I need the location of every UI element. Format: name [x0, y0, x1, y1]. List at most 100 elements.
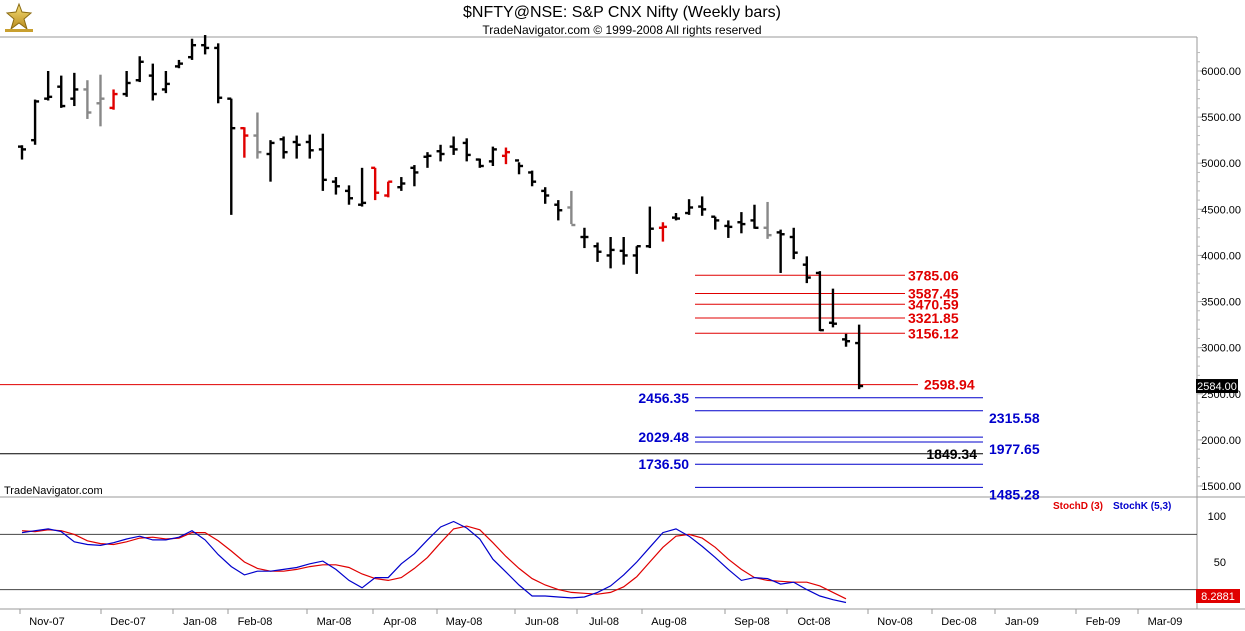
black-level-label: 1849.34 — [926, 446, 977, 462]
ohlc-bar — [331, 177, 340, 195]
price-bars — [18, 35, 864, 390]
ohlc-bar — [174, 59, 183, 69]
price-tick-label: 1500.00 — [1201, 481, 1241, 493]
price-tick-label: 3000.00 — [1201, 343, 1241, 355]
ohlc-bar — [83, 80, 92, 119]
ohlc-bar — [318, 133, 327, 191]
time-tick-label: Mar-08 — [317, 616, 352, 628]
stoch-d-line — [21, 525, 847, 600]
time-tick-label: Oct-08 — [797, 616, 830, 628]
blue-level-label: 2029.48 — [638, 429, 689, 445]
support-label: 2598.94 — [924, 377, 975, 393]
ohlc-bar — [148, 63, 157, 101]
stoch-d-legend: StochD (3) — [1053, 501, 1103, 512]
ohlc-bar — [423, 152, 432, 168]
ohlc-bar — [240, 126, 249, 158]
ohlc-bar — [698, 196, 707, 216]
ohlc-bar — [279, 136, 288, 159]
ohlc-bar — [750, 204, 759, 229]
stoch-last-box — [1196, 589, 1240, 603]
blue-level-label: 1736.50 — [638, 456, 689, 472]
ohlc-bar — [672, 213, 680, 221]
price-tick-label: 4000.00 — [1201, 250, 1241, 262]
last-price-label: 2584.00 — [1197, 381, 1237, 393]
ohlc-bar — [135, 56, 144, 83]
ohlc-bar — [253, 112, 262, 159]
ohlc-bar — [201, 35, 210, 55]
ohlc-bar — [266, 140, 275, 182]
blue-level-label: 2315.58 — [989, 410, 1040, 426]
ohlc-bar — [632, 245, 641, 274]
time-tick-label: Feb-08 — [238, 616, 273, 628]
price-tick-label: 4500.00 — [1201, 204, 1241, 216]
ohlc-bar — [292, 135, 301, 159]
ohlc-bar — [305, 134, 314, 159]
ohlc-bar — [567, 190, 576, 227]
time-tick-label: May-08 — [446, 616, 483, 628]
time-tick-label: Sep-08 — [734, 616, 769, 628]
ohlc-bar — [345, 185, 353, 205]
ohlc-bar — [44, 71, 53, 101]
ohlc-bar — [763, 201, 772, 239]
ohlc-bar — [188, 38, 197, 60]
blue-level-label: 1485.28 — [989, 486, 1040, 502]
time-tick-label: Feb-09 — [1086, 616, 1121, 628]
time-tick-label: Nov-07 — [29, 616, 64, 628]
ohlc-bar — [488, 146, 497, 166]
ohlc-bar — [227, 97, 236, 215]
blue-level-label: 1977.65 — [989, 441, 1040, 457]
time-tick-label: Dec-07 — [110, 616, 145, 628]
ohlc-bar — [161, 71, 170, 94]
time-tick-label: Apr-08 — [383, 616, 416, 628]
ohlc-bar — [436, 144, 445, 162]
ohlc-bar — [18, 145, 26, 160]
time-tick-label: Aug-08 — [651, 616, 686, 628]
time-tick-label: Mar-09 — [1148, 616, 1183, 628]
stoch-tick-label: 100 — [1208, 511, 1226, 523]
red-level-label: 3156.12 — [908, 325, 959, 341]
stoch-last-label: 8.2881 — [1201, 591, 1235, 603]
ohlc-bar — [57, 75, 66, 108]
price-tick-label: 3500.00 — [1201, 297, 1241, 309]
time-tick-label: Nov-08 — [877, 616, 912, 628]
ohlc-bar — [789, 227, 798, 260]
time-tick-label: Dec-08 — [941, 616, 976, 628]
time-axis: Nov-07 Dec-07 Jan-08 Feb-08 Mar-08 Apr-08 May-… — [19, 609, 1183, 628]
ohlc-bar — [828, 288, 837, 328]
ohlc-bar — [541, 187, 550, 204]
red-level-label: 3785.06 — [908, 267, 959, 283]
stoch-tick-label: 50 — [1214, 557, 1226, 569]
price-tick-label: 5000.00 — [1201, 158, 1241, 170]
ohlc-bar — [658, 222, 667, 242]
ohlc-bar — [842, 333, 851, 347]
ohlc-bar — [645, 206, 654, 249]
trade-navigator-logo — [2, 2, 36, 34]
ohlc-bar — [593, 242, 602, 262]
price-axis: 6000.00 5500.00 5000.00 4500.00 4000.00 3500.… — [1196, 52, 1241, 493]
ohlc-bar — [410, 165, 419, 187]
watermark-text: TradeNavigator.com — [4, 485, 103, 497]
price-tick-label: 2000.00 — [1201, 435, 1241, 447]
ohlc-bar — [737, 212, 746, 234]
ohlc-bar — [724, 220, 733, 238]
ohlc-bar — [214, 43, 223, 104]
red-level-label: 3470.59 — [908, 296, 959, 312]
time-tick-label: Jul-08 — [589, 616, 619, 628]
ohlc-bar — [554, 200, 563, 221]
stoch-k-legend: StochK (5,3) — [1113, 501, 1171, 512]
ohlc-bar — [580, 227, 589, 249]
chart-title: $NFTY@NSE: S&P CNX Nifty (Weekly bars) — [463, 4, 781, 21]
ohlc-bar — [815, 271, 824, 332]
ohlc-bar — [475, 158, 484, 168]
ohlc-bar — [384, 180, 393, 198]
price-tick-label: 6000.00 — [1201, 66, 1241, 78]
ohlc-bar — [606, 237, 615, 269]
time-tick-label: Jan-08 — [183, 616, 217, 628]
ohlc-bar — [122, 71, 131, 97]
ohlc-bar — [802, 256, 811, 284]
stochastic-panel: 100 50 8.2881 — [0, 511, 1240, 604]
ohlc-bar — [31, 99, 40, 145]
red-level-label: 3587.45 — [908, 285, 959, 301]
